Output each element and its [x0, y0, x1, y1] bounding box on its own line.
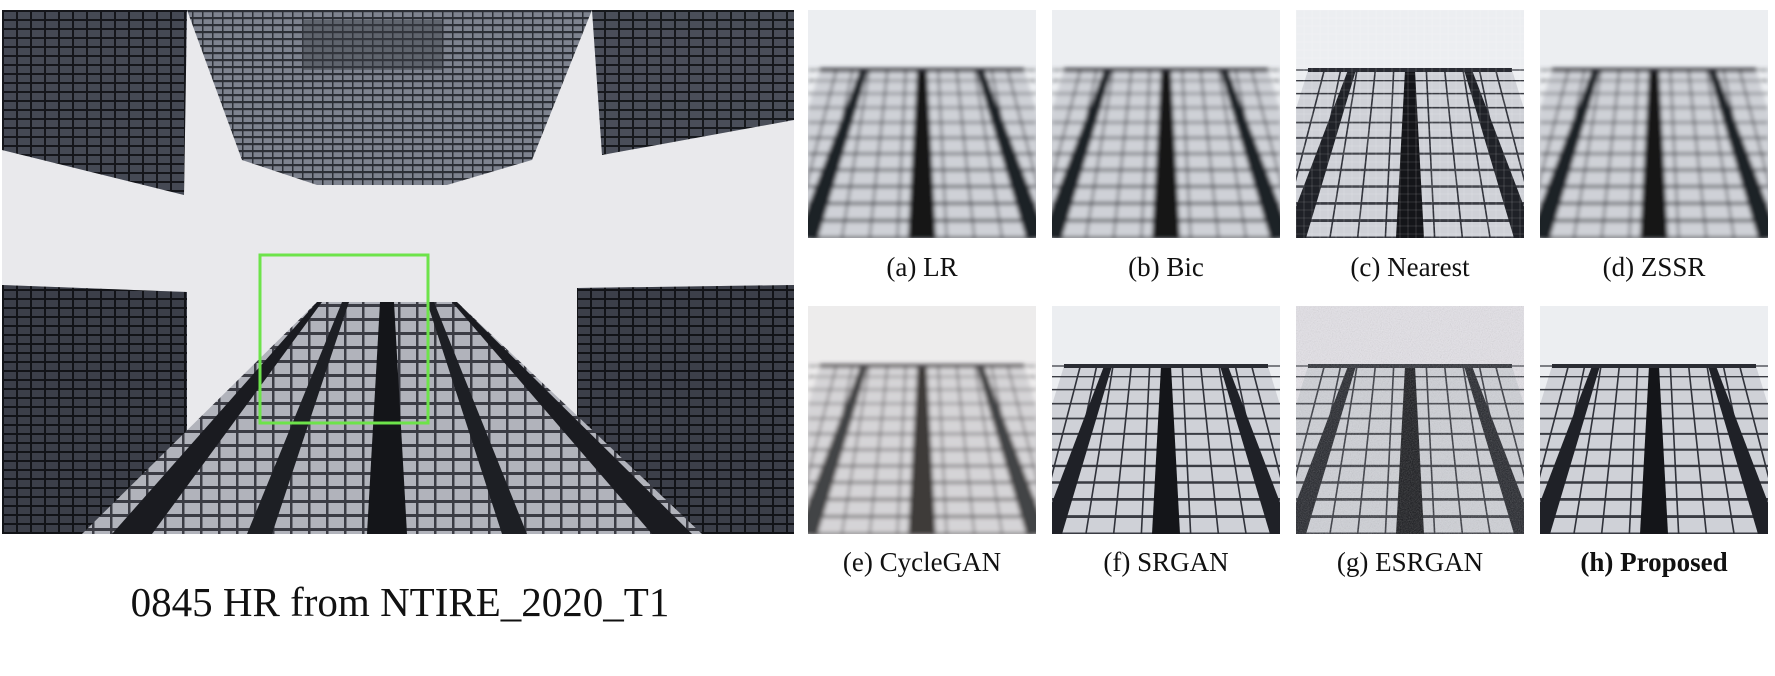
- panel-b-image: [1052, 10, 1280, 238]
- roi-box: [258, 253, 430, 425]
- panel-g-image: [1296, 306, 1524, 534]
- caption-g: (g) ESRGAN: [1336, 547, 1484, 577]
- caption-e: (e) CycleGAN: [842, 547, 1002, 577]
- panel-d-image: [1540, 10, 1768, 238]
- caption-h: (h) Proposed: [1580, 547, 1728, 577]
- caption-f: (f) SRGAN: [1103, 547, 1229, 577]
- caption-a: (a) LR: [886, 252, 958, 282]
- caption-b: (b) Bic: [1128, 252, 1204, 282]
- panel-f-image: [1052, 306, 1280, 534]
- building-top-right: [592, 10, 794, 155]
- main-caption: 0845 HR from NTIRE_2020_T1: [130, 579, 670, 625]
- hr-image: [2, 10, 794, 534]
- panel-e-image: [808, 306, 1036, 534]
- caption-c: (c) Nearest: [1350, 252, 1470, 282]
- building-top-center: [187, 10, 592, 185]
- panel-c-image: [1296, 10, 1524, 238]
- building-top-left: [2, 10, 187, 195]
- building-bottom-left: [2, 285, 187, 534]
- panel-h-image: [1540, 306, 1768, 534]
- panel-a-image: [808, 10, 1036, 238]
- caption-d: (d) ZSSR: [1602, 252, 1706, 282]
